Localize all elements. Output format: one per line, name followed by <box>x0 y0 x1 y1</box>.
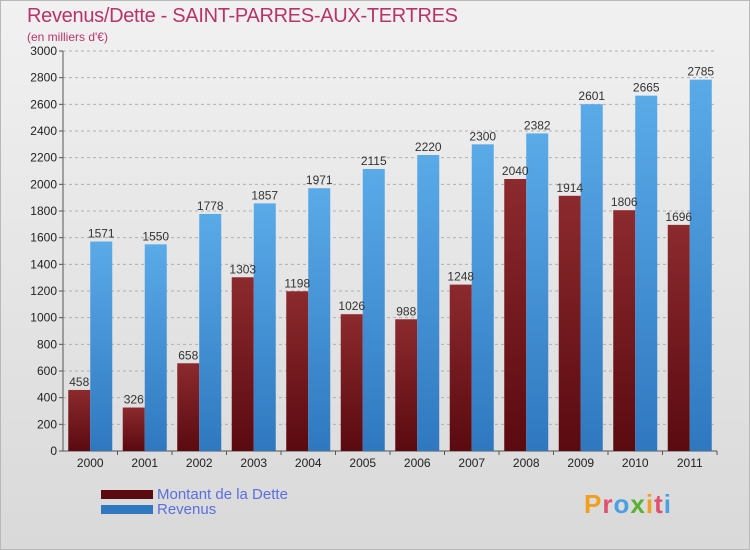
debt-bar <box>558 195 581 451</box>
legend-swatch-debt <box>101 490 153 499</box>
logo-letter: o <box>613 489 631 519</box>
x-tick-label: 2009 <box>567 456 594 470</box>
revenue-bar <box>526 133 549 451</box>
data-label: 2382 <box>524 118 551 132</box>
y-tick-label: 2200 <box>30 151 57 165</box>
x-tick-label: 2002 <box>186 456 213 470</box>
data-label: 1198 <box>284 276 310 290</box>
revenue-bar <box>308 188 331 451</box>
debt-bar <box>68 389 91 451</box>
data-label: 1303 <box>229 262 256 276</box>
y-tick-label: 2000 <box>30 177 57 191</box>
debt-bar <box>231 277 254 451</box>
x-tick-label: 2008 <box>513 456 540 470</box>
data-label: 2601 <box>578 89 605 103</box>
proxiti-logo: Proxiti <box>584 489 672 520</box>
data-label: 458 <box>69 375 89 389</box>
y-tick-label: 1800 <box>30 204 57 218</box>
logo-letter: r <box>602 489 614 519</box>
logo-letter: i <box>663 489 672 519</box>
y-tick-label: 200 <box>37 417 57 431</box>
y-tick-label: 3000 <box>30 44 57 58</box>
debt-bar <box>340 314 363 451</box>
x-tick-label: 2010 <box>622 456 649 470</box>
y-tick-label: 1600 <box>30 231 57 245</box>
revenue-bar <box>199 213 222 451</box>
debt-bar <box>667 224 690 451</box>
debt-bar <box>449 284 472 451</box>
revenue-bar <box>580 104 603 451</box>
logo-letter: x <box>630 489 646 519</box>
data-label: 2115 <box>361 154 387 168</box>
revenue-bar <box>90 241 113 451</box>
revenue-bar <box>471 144 494 452</box>
x-tick-label: 2000 <box>77 456 104 470</box>
data-label: 2220 <box>415 140 442 154</box>
debt-bar <box>122 407 145 451</box>
data-label: 1778 <box>197 199 224 213</box>
data-label: 1806 <box>611 195 638 209</box>
x-tick-label: 2004 <box>295 456 322 470</box>
logo-letter: P <box>584 489 603 519</box>
y-tick-label: 1000 <box>30 311 57 325</box>
grid-layer <box>63 50 717 452</box>
x-tick-label: 2001 <box>131 456 158 470</box>
debt-bar <box>286 291 309 451</box>
revenue-bar <box>253 203 276 451</box>
revenue-bar <box>635 95 658 452</box>
legend-swatch-revenue <box>101 505 153 514</box>
logo-letter: i <box>645 489 655 519</box>
x-tick-label: 2007 <box>458 456 485 470</box>
data-label: 2665 <box>633 81 660 95</box>
data-label: 658 <box>178 348 198 362</box>
legend-label-debt: Montant de la Dette <box>157 486 288 503</box>
legend-label-revenue: Revenus <box>157 501 217 518</box>
data-label: 1248 <box>447 270 474 284</box>
data-label: 1857 <box>251 188 278 202</box>
data-label: 2300 <box>469 129 496 143</box>
y-tick-label: 2800 <box>30 71 57 85</box>
debt-bar <box>613 210 636 451</box>
revenue-bar <box>362 169 385 451</box>
data-label: 1971 <box>306 173 333 187</box>
label-layer: 458 1571 326 1550 658 1778 1303 1857 1198 1971 102… <box>69 65 714 407</box>
y-tick-label: 600 <box>37 364 57 378</box>
axis-layer: 0 200 400 600 800 1000 1200 1400 1600 1800 2000 220… <box>30 44 718 470</box>
revenue-bar <box>144 244 167 451</box>
y-tick-label: 0 <box>50 444 57 458</box>
revenue-bar <box>417 155 440 451</box>
data-label: 326 <box>124 393 144 407</box>
data-label: 1914 <box>556 181 583 195</box>
data-label: 1571 <box>88 227 115 241</box>
y-tick-label: 2400 <box>30 124 57 138</box>
data-label: 988 <box>396 304 416 318</box>
logo-letter: t <box>654 489 664 519</box>
y-tick-label: 1400 <box>30 257 57 271</box>
data-label: 1696 <box>665 210 692 224</box>
x-tick-label: 2003 <box>240 456 267 470</box>
debt-bar <box>395 319 418 451</box>
debt-bar <box>177 363 200 451</box>
y-tick-label: 800 <box>37 337 57 351</box>
y-tick-label: 400 <box>37 391 57 405</box>
data-label: 1550 <box>142 229 169 243</box>
data-label: 2785 <box>687 65 714 79</box>
debt-bar <box>504 179 527 451</box>
bar-layer <box>68 79 712 452</box>
revenue-bar <box>689 79 712 452</box>
x-tick-label: 2006 <box>404 456 431 470</box>
x-tick-label: 2011 <box>677 456 703 470</box>
x-tick-label: 2005 <box>349 456 376 470</box>
data-label: 1026 <box>338 299 365 313</box>
y-tick-label: 2600 <box>30 97 57 111</box>
data-label: 2040 <box>502 164 529 178</box>
chart-title: Revenus/Dette - SAINT-PARRES-AUX-TERTRES <box>27 5 458 27</box>
chart-subtitle: (en milliers d'€) <box>27 30 108 44</box>
y-tick-label: 1200 <box>30 284 57 298</box>
